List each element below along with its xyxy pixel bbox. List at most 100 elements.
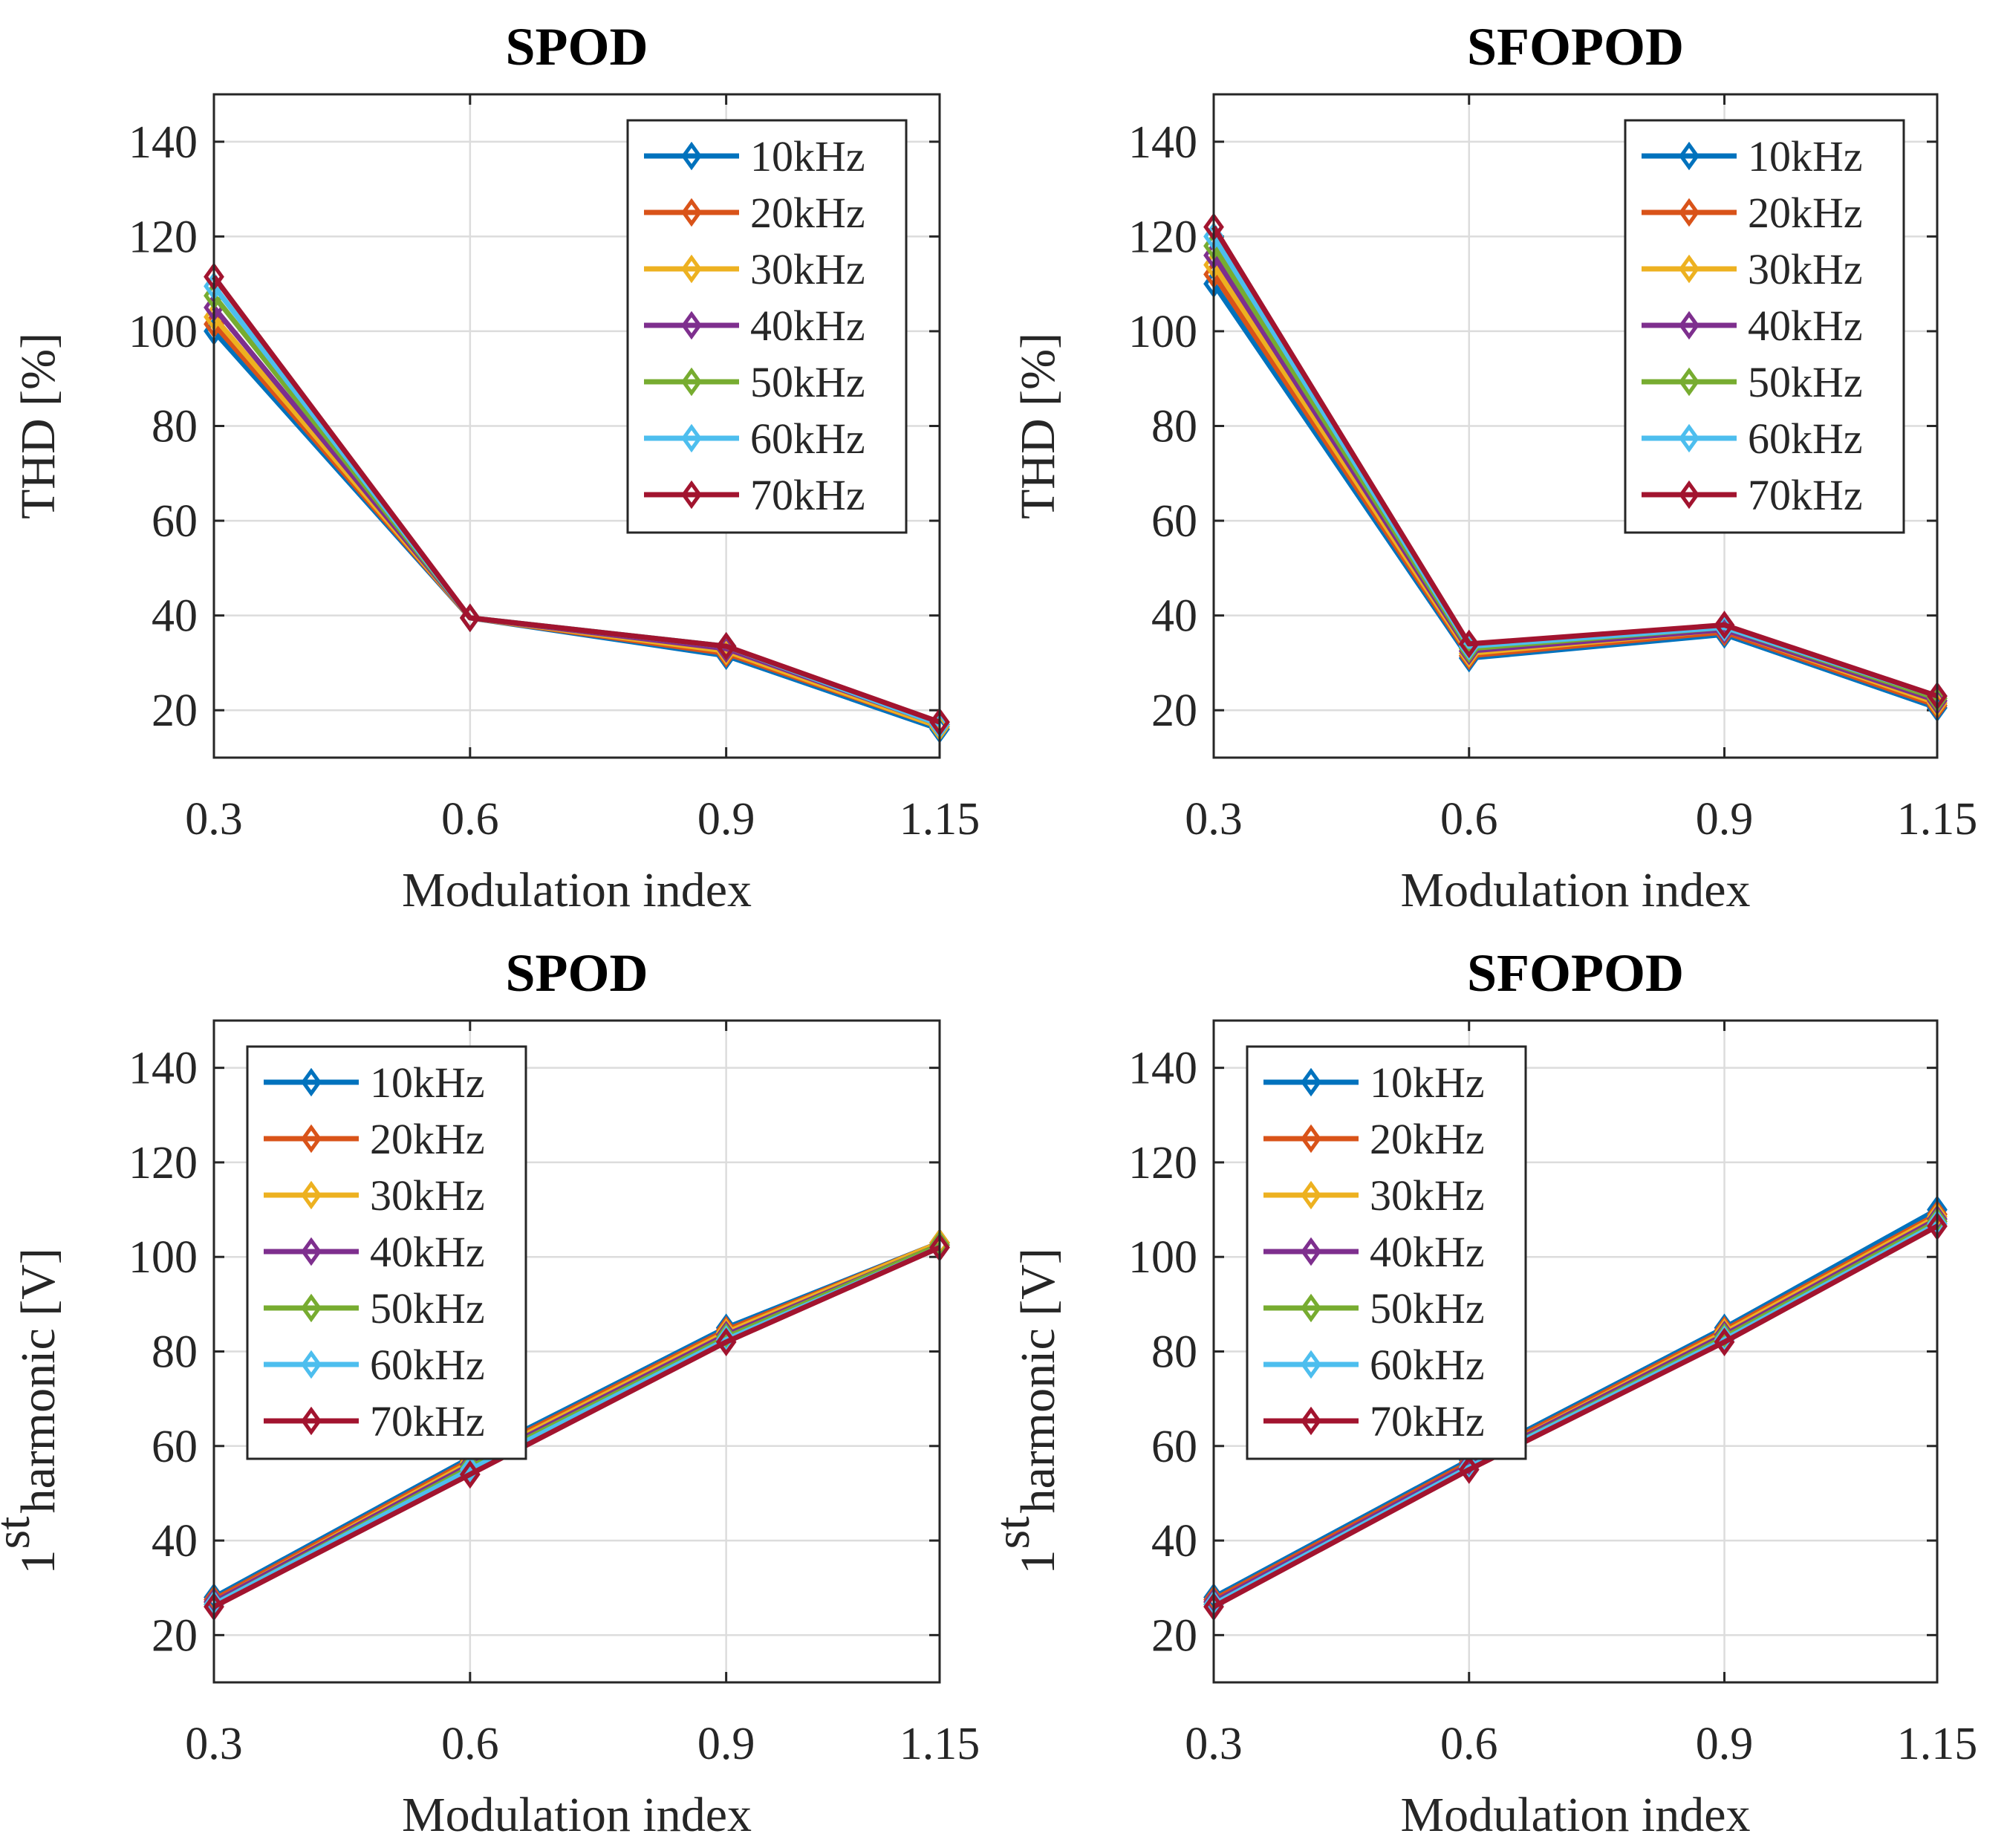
legend-swatch-marker bbox=[1301, 1124, 1321, 1154]
legend-swatch-marker bbox=[301, 1067, 322, 1097]
legend-label: 50kHz bbox=[1748, 358, 1863, 406]
legend-swatch-marker bbox=[1301, 1350, 1321, 1379]
x-tick-label: 0.3 bbox=[185, 1719, 243, 1769]
x-tick-label: 0.3 bbox=[185, 794, 243, 845]
y-tick-label: 60 bbox=[152, 496, 198, 547]
x-tick-label: 0.6 bbox=[1440, 794, 1498, 845]
legend-label: 60kHz bbox=[1370, 1341, 1485, 1389]
legend: 10kHz 20kHz 30kHz 40kHz 50kHz 60kHz 70kHz bbox=[1246, 1045, 1527, 1460]
legend-swatch-marker bbox=[1301, 1293, 1321, 1323]
legend-swatch-marker bbox=[681, 480, 702, 510]
legend-swatch-marker bbox=[1679, 198, 1699, 227]
data-point-70kHz bbox=[1714, 611, 1735, 640]
legend-swatch-marker bbox=[301, 1293, 322, 1323]
legend: 10kHz 20kHz 30kHz 40kHz 50kHz 60kHz 70kHz bbox=[1624, 119, 1905, 534]
data-point-70kHz bbox=[1458, 629, 1480, 659]
legend-swatch-marker bbox=[1301, 1067, 1321, 1097]
axes-box bbox=[1212, 1019, 1939, 1684]
legend-swatch-marker bbox=[681, 198, 702, 227]
y-tick-label: 60 bbox=[1151, 496, 1197, 547]
y-tick-label: 60 bbox=[1151, 1422, 1197, 1472]
y-tick-label: 120 bbox=[129, 1138, 198, 1188]
legend-swatch-marker bbox=[1679, 310, 1699, 340]
legend-swatch-marker bbox=[1301, 1237, 1321, 1266]
legend-label: 70kHz bbox=[370, 1397, 485, 1445]
y-axis-label-superscript: st bbox=[0, 1516, 40, 1549]
x-tick-label: 1.15 bbox=[1897, 794, 1978, 845]
legend-label: 30kHz bbox=[1748, 245, 1863, 293]
y-tick-label: 140 bbox=[129, 117, 198, 168]
y-tick-label: 80 bbox=[1151, 1327, 1197, 1378]
legend-label: 20kHz bbox=[1370, 1115, 1485, 1163]
legend-swatch-marker bbox=[301, 1180, 322, 1210]
legend-label: 20kHz bbox=[750, 189, 865, 237]
panel-sfopod-first-harmonic: SFOPOD 20 40 60 80 100 120 140 0.3 0.6 0.9 1.15 Modu… bbox=[986, 943, 1977, 1842]
legend-label: 60kHz bbox=[370, 1341, 485, 1389]
y-axis-label: THD [%] bbox=[1011, 333, 1065, 519]
y-tick-label: 20 bbox=[1151, 1610, 1197, 1661]
legend-label: 50kHz bbox=[370, 1284, 485, 1333]
y-tick-label: 20 bbox=[1151, 686, 1197, 736]
y-tick-label: 40 bbox=[152, 591, 198, 642]
y-tick-label: 100 bbox=[1128, 1232, 1197, 1283]
y-tick-label: 140 bbox=[129, 1044, 198, 1094]
legend: 10kHz 20kHz 30kHz 40kHz 50kHz 60kHz 70kHz bbox=[246, 1045, 527, 1460]
y-tick-label: 100 bbox=[129, 307, 198, 357]
legend-swatch-marker bbox=[681, 141, 702, 171]
series-line-70kHz bbox=[1212, 1223, 1939, 1610]
legend-label: 50kHz bbox=[1370, 1284, 1485, 1333]
y-axis-label: THD [%] bbox=[11, 333, 65, 519]
legend-label: 70kHz bbox=[1370, 1397, 1485, 1445]
y-tick-label: 100 bbox=[129, 1232, 198, 1283]
x-axis-label: Modulation index bbox=[1400, 863, 1750, 917]
data-point-70kHz bbox=[459, 603, 481, 633]
y-tick-label: 120 bbox=[129, 212, 198, 262]
legend-swatch-marker bbox=[1679, 423, 1699, 453]
chart-title: SPOD bbox=[505, 17, 648, 77]
x-tick-label: 0.3 bbox=[1185, 794, 1243, 845]
legend-swatch-marker bbox=[1679, 367, 1699, 397]
data-point-70kHz bbox=[459, 1460, 481, 1489]
legend-label: 20kHz bbox=[370, 1115, 485, 1163]
y-tick-label: 20 bbox=[152, 1610, 198, 1661]
y-tick-label: 140 bbox=[1128, 117, 1197, 168]
legend-swatch-marker bbox=[1679, 480, 1699, 510]
legend-label: 30kHz bbox=[370, 1171, 485, 1220]
legend-swatch-marker bbox=[301, 1124, 322, 1154]
legend-label: 10kHz bbox=[1748, 132, 1863, 180]
y-tick-label: 120 bbox=[1128, 1138, 1197, 1188]
y-axis-label-superscript: st bbox=[986, 1516, 1040, 1549]
legend-swatch-marker bbox=[1301, 1180, 1321, 1210]
legend-label: 10kHz bbox=[370, 1058, 485, 1107]
data-point-70kHz bbox=[715, 1327, 737, 1357]
panel-spod-thd: SPOD 20 40 60 80 100 120 140 0.3 0.6 0.9 1.15 Modula… bbox=[11, 17, 980, 917]
legend-swatch-marker bbox=[301, 1237, 322, 1266]
legend-swatch-marker bbox=[681, 367, 702, 397]
axes-box bbox=[212, 93, 941, 759]
axes-box bbox=[212, 1019, 941, 1684]
data-point-70kHz bbox=[1714, 1327, 1735, 1357]
x-axis-label: Modulation index bbox=[402, 1788, 752, 1842]
legend-swatch-marker bbox=[1301, 1406, 1321, 1436]
legend-label: 70kHz bbox=[750, 471, 865, 519]
panel-spod-first-harmonic: SPOD 20 40 60 80 100 120 140 0.3 0.6 0.9 1.15 Modula… bbox=[0, 943, 980, 1842]
y-tick-label: 80 bbox=[152, 402, 198, 452]
legend-swatch-marker bbox=[1679, 254, 1699, 284]
x-axis-label: Modulation index bbox=[1400, 1788, 1750, 1842]
y-tick-label: 100 bbox=[1128, 307, 1197, 357]
y-axis-label-rest: harmonic [V] bbox=[1011, 1248, 1065, 1513]
y-axis-label-main: 1 bbox=[11, 1550, 65, 1575]
series-line-70kHz bbox=[212, 1245, 941, 1610]
legend-label: 10kHz bbox=[1370, 1058, 1485, 1107]
y-tick-label: 80 bbox=[1151, 402, 1197, 452]
legend-label: 40kHz bbox=[1370, 1228, 1485, 1276]
legend: 10kHz 20kHz 30kHz 40kHz 50kHz 60kHz 70kHz bbox=[626, 119, 908, 534]
legend-label: 40kHz bbox=[750, 302, 865, 350]
x-tick-label: 0.9 bbox=[697, 794, 755, 845]
x-tick-label: 1.15 bbox=[900, 1719, 980, 1769]
x-tick-label: 1.15 bbox=[1897, 1719, 1978, 1769]
y-tick-label: 40 bbox=[1151, 591, 1197, 642]
